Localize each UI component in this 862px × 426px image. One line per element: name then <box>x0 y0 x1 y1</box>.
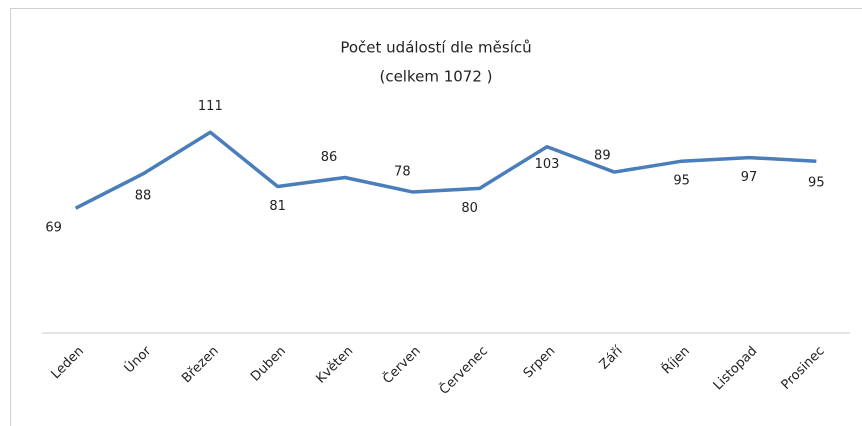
x-tick-label: Prosinec <box>779 344 828 393</box>
data-label: 95 <box>673 174 690 189</box>
x-tick-label: Únor <box>121 343 155 377</box>
x-tick-label: Srpen <box>521 344 559 382</box>
data-label: 103 <box>535 157 560 172</box>
x-tick-label: Červen <box>380 343 424 387</box>
data-label: 97 <box>741 170 758 185</box>
chart-subtitle: (celkem 1072 ) <box>379 68 492 86</box>
data-label: 69 <box>45 221 62 236</box>
x-tick-label: Březen <box>179 344 221 386</box>
chart-title: Počet událostí dle měsíců <box>340 39 531 57</box>
data-label: 88 <box>135 188 152 203</box>
x-tick-label: Leden <box>48 344 87 383</box>
x-tick-label: Červenec <box>436 343 491 398</box>
x-tick-label: Říjen <box>659 343 693 377</box>
data-label: 89 <box>594 149 611 164</box>
data-label: 95 <box>808 176 825 191</box>
data-label: 111 <box>198 99 223 114</box>
data-line <box>74 130 817 210</box>
data-label: 86 <box>321 150 338 165</box>
x-tick-label: Září <box>597 343 626 372</box>
chart-frame <box>10 8 862 426</box>
x-tick-label: Duben <box>248 344 289 385</box>
data-label: 78 <box>394 164 411 179</box>
x-tick-label: Listopad <box>711 344 761 394</box>
data-label: 80 <box>461 201 478 216</box>
x-tick-label: Květen <box>313 344 356 387</box>
data-label: 81 <box>269 199 286 214</box>
